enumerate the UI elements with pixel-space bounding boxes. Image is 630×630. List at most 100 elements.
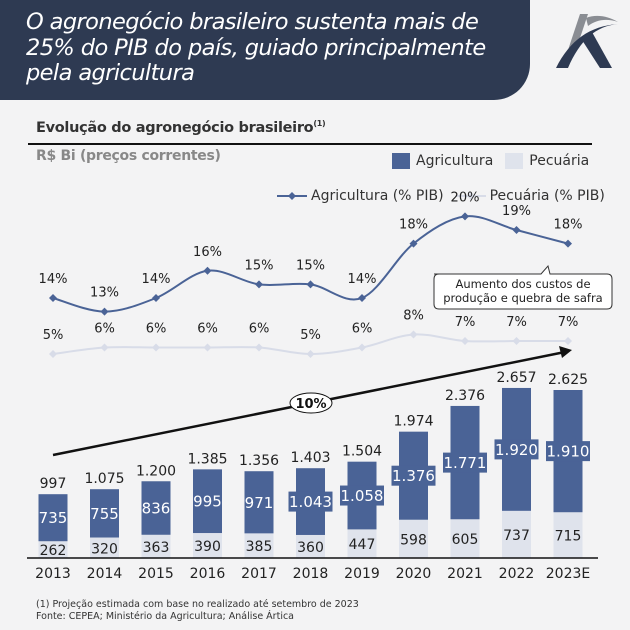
- bar-label-pecuaria: 360: [297, 540, 324, 556]
- bar-total-label: 2.376: [445, 388, 485, 404]
- callout-text: Aumento dos custos de: [455, 277, 590, 291]
- x-tick-label: 2020: [396, 566, 432, 582]
- line-point-pecuaria: [564, 337, 572, 345]
- bar-pecuaria: [450, 519, 480, 558]
- bar-label-agricultura: 1.910: [547, 443, 590, 461]
- bar-pecuaria: [553, 512, 583, 558]
- line-label-agricultura: 16%: [193, 245, 222, 260]
- line-point-pecuaria: [512, 337, 521, 345]
- line-point-agricultura: [409, 239, 418, 248]
- bar-pecuaria: [502, 510, 531, 558]
- legend-label: Agricultura: [416, 153, 494, 169]
- legend-item-agri-pib: Agricultura (% PIB): [277, 188, 444, 204]
- cagr-badge: [289, 392, 333, 414]
- line-label-agricultura: 19%: [502, 204, 531, 219]
- line-label-pecuaria: 7%: [455, 315, 476, 330]
- line-pecuaria-pib: [52, 333, 568, 356]
- callout-text: produção e quebra de safra: [443, 291, 602, 305]
- bar-total-label: 1.200: [136, 463, 176, 479]
- line-label-agricultura: 18%: [554, 218, 583, 233]
- bar-label-bg: [546, 441, 590, 462]
- bar-label-agricultura: 836: [142, 500, 171, 518]
- bar-agricultura: [347, 461, 377, 530]
- bar-agricultura: [502, 387, 531, 511]
- line-label-agricultura: 15%: [245, 258, 274, 273]
- line-point-pecuaria: [49, 350, 57, 358]
- legend-item-pec-pib: Pecuária (% PIB): [455, 188, 605, 204]
- line-label-agricultura: 18%: [399, 218, 428, 233]
- bar-agricultura: [38, 494, 68, 542]
- footnotes: (1) Projeção estimada com base no realiz…: [36, 599, 359, 623]
- line-point-pecuaria: [358, 343, 366, 352]
- bar-total-label: 1.356: [239, 453, 279, 469]
- line-label-agricultura: 14%: [348, 272, 377, 287]
- footnote-projection: (1) Projeção estimada com base no realiz…: [36, 599, 359, 610]
- line-legend: Agricultura (% PIB) Pecuária (% PIB): [277, 188, 617, 204]
- chart-title: Evolução do agronegócio brasileiro(1): [36, 119, 326, 136]
- bar-label-pecuaria: 598: [400, 532, 427, 548]
- legend-label: Pecuária (% PIB): [489, 188, 605, 204]
- x-tick-label: 2018: [293, 566, 329, 582]
- cagr-arrow: [52, 350, 566, 457]
- bar-total-label: 1.403: [290, 450, 330, 466]
- line-label-agricultura: 13%: [90, 286, 119, 301]
- x-tick-label: 2022: [499, 566, 535, 582]
- unit-label: R$ Bi (preços correntes): [36, 148, 221, 164]
- bar-pecuaria: [193, 533, 222, 558]
- bar-agricultura: [90, 489, 119, 538]
- line-label-pecuaria: 6%: [146, 322, 167, 337]
- cagr-label: 10%: [295, 397, 326, 412]
- bar-label-bg: [340, 485, 384, 506]
- bar-label-pecuaria: 737: [503, 528, 530, 544]
- bar-pecuaria: [38, 541, 68, 558]
- legend-label: Agricultura (% PIB): [311, 188, 444, 204]
- bar-label-agricultura: 1.920: [495, 441, 538, 459]
- line-point-agricultura: [358, 294, 366, 302]
- legend-label: Pecuária: [529, 153, 590, 169]
- bar-label-agricultura: 995: [193, 493, 222, 511]
- x-tick-label: 2016: [190, 566, 226, 582]
- line-point-pecuaria: [409, 330, 418, 339]
- footnote-source: Fonte: CEPEA; Ministério da Agricultura;…: [36, 611, 294, 622]
- line-label-pecuaria: 7%: [506, 315, 527, 330]
- bar-total-label: 2.657: [496, 370, 536, 386]
- bar-pecuaria: [296, 534, 325, 558]
- callout-box: [433, 264, 613, 310]
- bar-label-pecuaria: 320: [91, 541, 118, 557]
- line-point-agricultura: [564, 239, 572, 248]
- bar-pecuaria: [90, 537, 119, 558]
- bar-label-pecuaria: 363: [143, 540, 170, 556]
- x-tick-label: 2013: [35, 566, 71, 582]
- bar-pecuaria: [347, 529, 377, 558]
- bar-label-agricultura: 1.771: [444, 454, 487, 472]
- bar-label-agricultura: 1.058: [341, 487, 384, 505]
- legend-item-pecuaria: Pecuária: [505, 153, 589, 169]
- line-point-pecuaria: [461, 337, 469, 345]
- chart-title-text: Evolução do agronegócio brasileiro: [36, 119, 314, 136]
- cagr-arrowhead: [559, 346, 572, 358]
- bar-label-pecuaria: 385: [246, 539, 273, 555]
- bar-label-bg: [391, 465, 436, 486]
- legend-swatch-pecuaria: [505, 153, 524, 169]
- line-point-agricultura: [100, 307, 109, 316]
- line-marker-icon: [277, 192, 307, 200]
- line-point-agricultura: [49, 294, 57, 302]
- bar-label-agricultura: 1.043: [289, 493, 332, 511]
- line-label-agricultura: 15%: [296, 258, 325, 273]
- line-point-agricultura: [255, 280, 263, 289]
- legend-swatch-agricultura: [392, 153, 410, 169]
- title-rule: [28, 143, 592, 145]
- line-label-pecuaria: 7%: [558, 315, 579, 330]
- bar-agricultura: [296, 468, 325, 535]
- line-label-pecuaria: 5%: [300, 328, 321, 343]
- bar-agricultura: [553, 390, 583, 513]
- bar-label-pecuaria: 715: [555, 529, 582, 545]
- bar-label-pecuaria: 447: [349, 537, 376, 553]
- bar-label-agricultura: 1.376: [392, 467, 435, 485]
- bar-label-bg: [494, 439, 539, 460]
- bar-total-label: 1.974: [393, 414, 433, 430]
- bar-label-agricultura: 755: [90, 505, 119, 523]
- line-point-agricultura: [203, 266, 212, 275]
- header-banner: O agronegócio brasileiro sustenta mais d…: [0, 0, 530, 100]
- bar-total-label: 1.075: [84, 471, 124, 487]
